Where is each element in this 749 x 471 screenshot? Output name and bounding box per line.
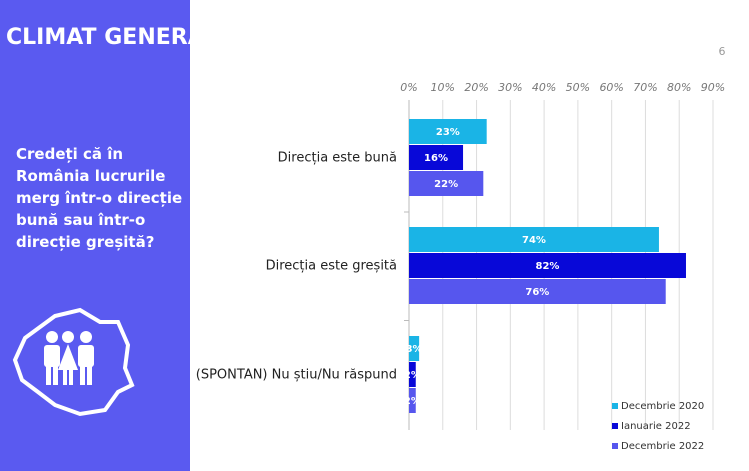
x-tick-label: 10% (431, 81, 455, 94)
bar (409, 362, 416, 387)
bar (409, 388, 416, 413)
side-panel (0, 0, 190, 471)
bar (409, 119, 487, 144)
question: Credeți că în România lucrurile merg înt… (16, 145, 183, 251)
legend-label: Decembrie 2022 (621, 441, 704, 452)
bar (409, 279, 666, 304)
legend-marker (612, 403, 618, 409)
x-tick-label: 40% (532, 81, 556, 94)
data-label: 74% (522, 235, 546, 246)
data-label: 2% (404, 370, 421, 381)
legend-marker (612, 443, 618, 449)
data-label: 3% (406, 344, 423, 355)
x-tick-label: 50% (566, 81, 590, 94)
x-tick-label: 80% (667, 81, 691, 94)
x-tick-label: 20% (464, 81, 488, 94)
data-label: 22% (434, 179, 458, 190)
category-label: (SPONTAN) Nu știu/Nu răspund (196, 368, 397, 383)
bar (409, 336, 420, 361)
legend-label: Decembrie 2020 (621, 401, 704, 412)
x-tick-label: 60% (599, 81, 623, 94)
data-label: 16% (424, 153, 448, 164)
bar (409, 171, 484, 196)
category-label: Direcția este greșită (266, 259, 397, 274)
x-tick-label: 90% (701, 81, 725, 94)
bar (409, 227, 659, 252)
legend-label: Ianuarie 2022 (621, 421, 691, 432)
bar (409, 253, 686, 278)
x-tick-label: 0% (400, 81, 417, 94)
x-tick-label: 70% (633, 81, 657, 94)
data-label: 23% (436, 127, 460, 138)
bar (409, 145, 464, 170)
people-icon (44, 331, 94, 385)
x-tick-label: 30% (498, 81, 522, 94)
map-icon (12, 307, 135, 417)
data-label: 2% (404, 396, 421, 407)
category-label: Direcția este bună (278, 151, 397, 166)
data-label: 76% (525, 287, 549, 298)
slide-title: CLIMAT GENERAL (6, 25, 219, 50)
legend-marker (612, 423, 618, 429)
data-label: 82% (536, 261, 560, 272)
page-number: 6 (719, 45, 726, 58)
